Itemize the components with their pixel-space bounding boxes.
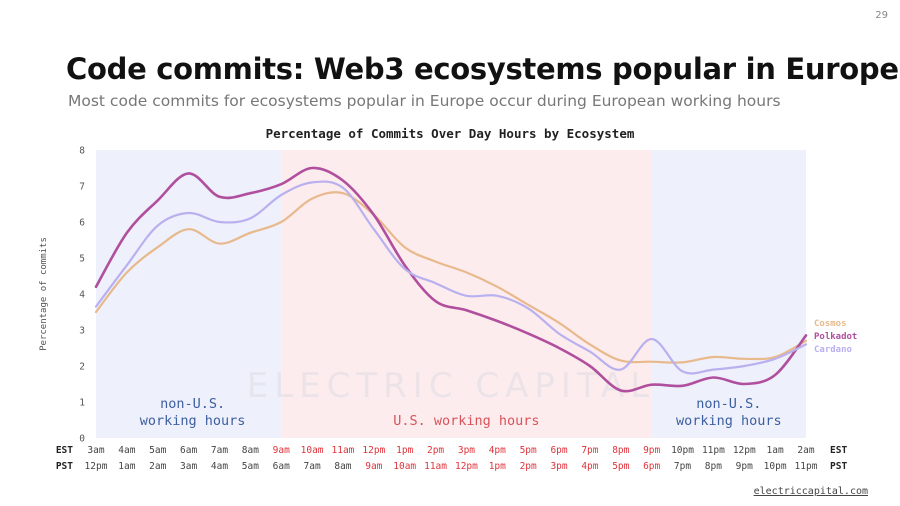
x-tick-est: 8am [242,445,259,456]
x-tick-pst: 1pm [489,461,506,472]
y-tick-label: 4 [79,290,85,301]
non-us-band-left [96,150,282,438]
x-tick-est: 5am [149,445,166,456]
x-tick-est: 11pm [702,445,725,456]
x-tick-pst: 1am [118,461,135,472]
x-tick-pst: 7pm [674,461,691,472]
x-tick-pst: 3am [180,461,197,472]
x-tick-est: 6pm [550,445,567,456]
x-tick-pst: 6am [273,461,290,472]
x-tick-pst: 9am [365,461,382,472]
x-tick-pst: 12pm [455,461,478,472]
watermark: ELECTRIC CAPITAL [247,366,655,406]
x-tick-pst: 10am [393,461,416,472]
legend-cardano: Cardano [814,345,852,355]
pst-row-label-left: PST [56,461,73,472]
x-tick-pst: 11am [424,461,447,472]
non-us-label-left-line1: non-U.S. [160,396,225,412]
x-tick-est: 6am [180,445,197,456]
y-tick-label: 5 [79,254,85,265]
x-tick-est: 7am [211,445,228,456]
us-label: U.S. working hours [393,413,539,429]
x-tick-pst: 12pm [85,461,108,472]
x-tick-pst: 6pm [643,461,660,472]
x-tick-pst: 11pm [795,461,818,472]
y-tick-label: 7 [79,182,85,193]
x-tick-pst: 7am [304,461,321,472]
non-us-label-right-line2: working hours [676,413,782,429]
footer-link[interactable]: electriccapital.com [753,486,868,497]
series-line-cardano [94,180,808,375]
y-tick-label: 1 [79,398,85,409]
x-tick-pst: 5pm [612,461,629,472]
legend-polkadot: Polkadot [814,332,857,342]
x-tick-est: 11am [332,445,355,456]
non-us-band-right [651,150,806,438]
pst-row-label-right: PST [830,461,847,472]
y-tick-label: 6 [79,218,85,229]
x-tick-est: 2pm [427,445,444,456]
y-tick-label: 2 [79,362,85,373]
series-line-cosmos [94,191,808,364]
page-number: 29 [875,10,888,21]
est-row-label-left: EST [56,445,73,456]
x-tick-est: 5pm [520,445,537,456]
x-tick-est: 2am [797,445,814,456]
x-tick-est: 7pm [581,445,598,456]
y-tick-label: 3 [79,326,85,337]
x-tick-pst: 10pm [764,461,787,472]
x-tick-est: 4am [118,445,135,456]
x-tick-pst: 3pm [550,461,567,472]
x-tick-est: 3am [87,445,104,456]
non-us-label-left-line2: working hours [140,413,246,429]
us-band [281,150,652,438]
x-tick-est: 12pm [362,445,385,456]
x-tick-pst: 2pm [520,461,537,472]
x-tick-pst: 8am [334,461,351,472]
x-tick-pst: 5am [242,461,259,472]
y-tick-label: 8 [79,146,85,157]
x-tick-est: 3pm [458,445,475,456]
x-tick-est: 1am [767,445,784,456]
slide-subtitle: Most code commits for ecosystems popular… [68,92,781,110]
x-tick-pst: 8pm [705,461,722,472]
series-line-polkadot [94,166,808,393]
y-axis-label: Percentage of commits [39,237,49,351]
chart-title: Percentage of Commits Over Day Hours by … [266,126,635,141]
y-tick-label: 0 [79,434,85,445]
x-tick-pst: 4pm [581,461,598,472]
x-tick-est: 10am [301,445,324,456]
x-tick-pst: 4am [211,461,228,472]
x-tick-est: 9am [273,445,290,456]
x-tick-pst: 2am [149,461,166,472]
slide-title: Code commits: Web3 ecosystems popular in… [66,52,899,86]
x-tick-est: 12pm [733,445,756,456]
x-tick-est: 1pm [396,445,413,456]
x-tick-est: 8pm [612,445,629,456]
est-row-label-right: EST [830,445,847,456]
x-tick-est: 9pm [643,445,660,456]
x-tick-pst: 9pm [736,461,753,472]
non-us-label-right-line1: non-U.S. [696,396,761,412]
legend-cosmos: Cosmos [814,319,847,329]
x-tick-est: 4pm [489,445,506,456]
x-tick-est: 10pm [671,445,694,456]
